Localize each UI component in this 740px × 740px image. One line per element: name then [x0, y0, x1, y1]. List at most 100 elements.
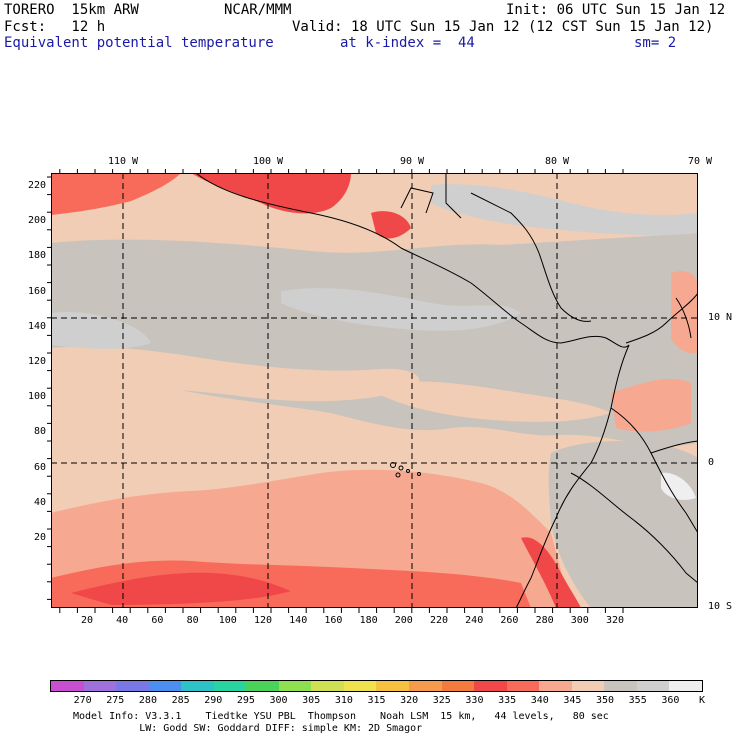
legend-label: 315: [367, 695, 386, 706]
forecast-hour: Fcst: 12 h: [4, 19, 106, 35]
legend-label: 300: [269, 695, 288, 706]
legend-swatch: [376, 681, 410, 691]
field-name: Equivalent potential temperature: [4, 35, 274, 51]
legend-label: 280: [138, 695, 157, 706]
legend-swatch: [83, 681, 117, 691]
field-band-345-b: [381, 381, 611, 422]
x-tick-label: 80: [186, 615, 199, 626]
legend-swatch: [148, 681, 182, 691]
legend-swatch: [51, 681, 84, 691]
lon-label-80w: 80 W: [544, 156, 570, 167]
legend-swatch: [278, 681, 312, 691]
x-tick-label: 40: [116, 615, 129, 626]
init-time: Init: 06 UTC Sun 15 Jan 12: [506, 2, 726, 18]
map-panel: [51, 173, 698, 608]
x-tick-label: 60: [151, 615, 164, 626]
x-tick-label: 160: [324, 615, 343, 626]
legend-label: 355: [628, 695, 647, 706]
y-tick-label: 220: [27, 180, 46, 191]
x-tick-label: 180: [359, 615, 378, 626]
coastlines: [195, 173, 698, 608]
field-band-355-a: [51, 312, 151, 349]
legend-swatch: [246, 681, 279, 691]
lat-label-10s: 10 S: [708, 601, 733, 612]
x-tick-label: 260: [500, 615, 519, 626]
y-tick-label: 40: [33, 496, 46, 508]
legend-label: 290: [204, 695, 223, 706]
model-name: TORERO 15km ARW: [4, 2, 139, 18]
x-tick-label: 320: [605, 615, 625, 626]
legend-label: 360: [661, 695, 680, 706]
field-warm-peru: [521, 537, 581, 608]
field-band-345-a: [51, 346, 420, 402]
smoothing-label: sm= 2: [634, 35, 677, 51]
legend-label: 325: [432, 695, 451, 706]
x-tick-label: 20: [80, 615, 94, 626]
y-tick-label: 180: [27, 250, 46, 262]
legend-swatch: [343, 681, 377, 691]
lon-label-90w: 90 W: [399, 156, 425, 167]
field-warm-south-core: [71, 572, 291, 605]
legend-label: 275: [106, 695, 125, 706]
x-tick-label: 100: [218, 615, 237, 626]
y-tick-label: 20: [33, 532, 46, 543]
legend-swatch: [506, 681, 540, 691]
y-tick-label: 120: [27, 356, 46, 367]
legend-label: 320: [400, 695, 419, 706]
legend-swatch: [181, 681, 214, 691]
x-tick-label: 200: [394, 615, 413, 626]
legend-label: 310: [334, 695, 353, 706]
legend-label: 285: [171, 695, 190, 706]
footer-line-1: Model Info: V3.3.1 Tiedtke YSU PBL Thomp…: [73, 711, 609, 722]
color-legend: [50, 680, 703, 692]
tick-marks: [47, 169, 624, 613]
legend-label: 305: [302, 695, 321, 706]
legend-label: 335: [498, 695, 517, 706]
y-tick-label: 160: [27, 285, 46, 297]
legend-label: 295: [236, 695, 255, 706]
legend-unit: K: [698, 695, 706, 706]
legend-swatch: [409, 681, 442, 691]
legend-swatch: [311, 681, 344, 691]
legend-label: 270: [73, 695, 92, 706]
legend-swatch: [636, 681, 670, 691]
legend-swatch: [604, 681, 637, 691]
legend-label: 345: [563, 695, 582, 706]
field-band-355-c: [431, 184, 698, 236]
legend-swatch: [441, 681, 475, 691]
x-tick-label: 120: [253, 615, 273, 626]
lon-label-100w: 100 W: [252, 156, 284, 167]
legend-swatch: [571, 681, 605, 691]
valid-time: Valid: 18 UTC Sun 15 Jan 12 (12 CST Sun …: [292, 19, 714, 35]
y-tick-label: 140: [27, 320, 46, 332]
x-tick-label: 280: [535, 615, 554, 626]
legend-swatch: [213, 681, 247, 691]
x-tick-label: 300: [570, 615, 589, 626]
y-tick-label: 100: [27, 391, 46, 403]
graticule: [51, 173, 698, 608]
field-warm-mexico: [191, 173, 351, 214]
x-tick-label: 220: [429, 615, 449, 626]
legend-swatch: [116, 681, 149, 691]
legend-swatch: [539, 681, 572, 691]
legend-label: 330: [465, 695, 484, 706]
footer-line-2: LW: Godd SW: Goddard DIFF: simple KM: 2D…: [73, 723, 423, 734]
legend-swatch: [474, 681, 507, 691]
x-tick-label: 140: [289, 615, 308, 626]
y-tick-label: 200: [27, 215, 46, 227]
legend-label: 340: [530, 695, 549, 706]
field-band-355-b: [281, 288, 521, 331]
y-tick-label: 60: [33, 461, 46, 473]
lon-label-110w: 110 W: [107, 156, 139, 167]
field-land-sa-light: [661, 472, 696, 500]
field-warm-colombia: [611, 378, 691, 432]
legend-label: 350: [596, 695, 615, 706]
level-label: at k-index = 44: [340, 35, 475, 51]
y-tick-label: 80: [33, 426, 46, 438]
lat-label-10n: 10 N: [708, 312, 733, 323]
field-warm-guatemala: [371, 211, 411, 239]
x-tick-label: 240: [465, 615, 484, 626]
legend-swatch: [669, 681, 702, 691]
field-warm-north: [51, 173, 181, 215]
lat-label-eq: 0: [708, 457, 715, 468]
